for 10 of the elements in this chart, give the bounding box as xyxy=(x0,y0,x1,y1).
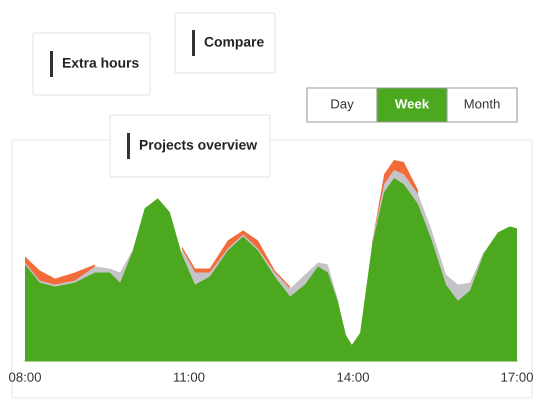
text: Month xyxy=(464,98,500,109)
text: Projects overview xyxy=(140,140,258,152)
x-tick-label: 14:00 xyxy=(338,372,369,382)
text: Compare xyxy=(204,36,264,50)
x-tick-label: 11:00 xyxy=(174,372,205,382)
x-tick-label: 17:00 xyxy=(502,372,533,382)
text: Extra hours xyxy=(62,58,139,68)
text: Day xyxy=(331,99,354,112)
text: Week xyxy=(394,98,430,109)
x-tick-label: 08:00 xyxy=(9,372,41,382)
